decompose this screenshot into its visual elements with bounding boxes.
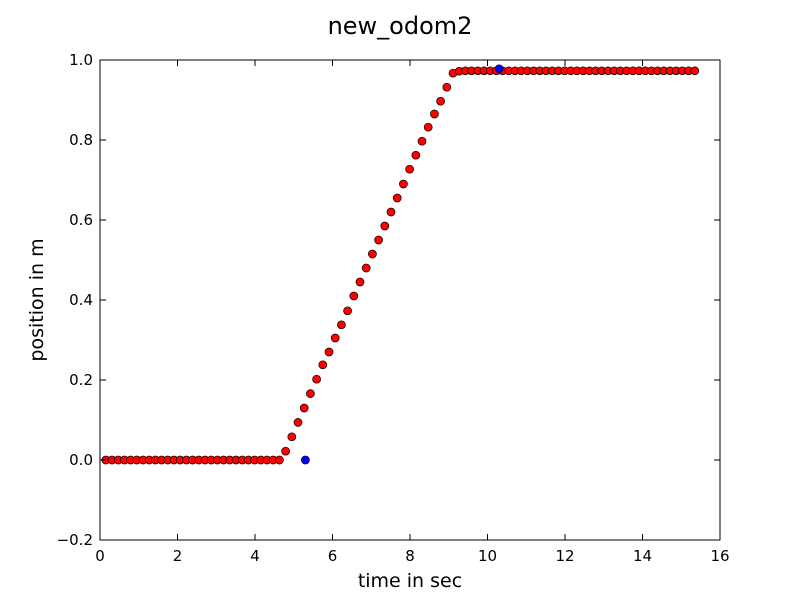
x-tick-label-2: 4 — [250, 547, 260, 565]
data-point-s0-47 — [392, 193, 402, 203]
data-point-s0-37 — [330, 333, 340, 343]
chart-title: new_odom2 — [328, 12, 473, 40]
data-point-s0-44 — [374, 235, 383, 245]
data-point-s0-35 — [318, 360, 328, 370]
y-tick-label-0: −0.2 — [57, 531, 93, 549]
x-tick-label-6: 12 — [555, 547, 574, 565]
y-tick-label-4: 0.6 — [69, 211, 93, 229]
data-point-s0-51 — [417, 136, 427, 146]
data-point-s0-46 — [386, 207, 396, 217]
data-point-s0-54 — [436, 96, 445, 106]
data-point-s0-29 — [281, 446, 290, 456]
data-point-s0-53 — [430, 109, 439, 119]
data-point-s0-33 — [306, 389, 315, 398]
x-tick-label-7: 14 — [633, 547, 652, 565]
data-point-s0-41 — [355, 277, 365, 287]
data-point-s0-42 — [361, 263, 371, 273]
data-point-s0-49 — [405, 164, 414, 174]
data-point-s0-32 — [299, 403, 309, 413]
data-point-s0-50 — [411, 150, 421, 160]
data-point-s0-28 — [275, 455, 284, 465]
data-point-s0-31 — [293, 418, 303, 427]
x-tick-label-4: 8 — [405, 547, 415, 565]
x-tick-label-0: 0 — [95, 547, 105, 565]
x-tick-label-8: 16 — [710, 547, 729, 565]
data-point-s0-34 — [312, 374, 321, 384]
x-tick-label-5: 10 — [478, 547, 497, 565]
data-point-s1-0 — [301, 455, 310, 465]
data-point-s1-1 — [494, 64, 504, 74]
y-tick-label-1: 0.0 — [69, 451, 93, 469]
data-point-s0-43 — [368, 249, 377, 259]
data-point-s0-36 — [324, 347, 334, 357]
x-tick-label-1: 2 — [173, 547, 183, 565]
data-point-s0-52 — [423, 122, 433, 132]
x-tick-label-3: 6 — [328, 547, 338, 565]
plot-area: 0 2 4 6 8 10 12 14 16 −0.2 0.0 0.2 0.4 0.6 0.8 1.0 — [57, 51, 730, 565]
data-point-s0-38 — [337, 320, 346, 330]
data-point-s0-40 — [349, 291, 359, 301]
y-tick-label-5: 0.8 — [69, 131, 93, 149]
data-point-s0-95 — [690, 66, 700, 76]
y-tick-label-6: 1.0 — [69, 51, 93, 69]
data-point-s0-48 — [399, 179, 408, 189]
y-axis-label: position in m — [26, 238, 48, 361]
data-point-s0-30 — [287, 432, 297, 442]
data-point-s0-39 — [343, 306, 352, 316]
x-axis-label: time in sec — [358, 570, 462, 592]
y-tick-label-3: 0.4 — [69, 291, 93, 309]
y-tick-label-2: 0.2 — [69, 371, 93, 389]
data-point-s0-55 — [442, 82, 452, 92]
data-point-s0-45 — [380, 221, 390, 231]
